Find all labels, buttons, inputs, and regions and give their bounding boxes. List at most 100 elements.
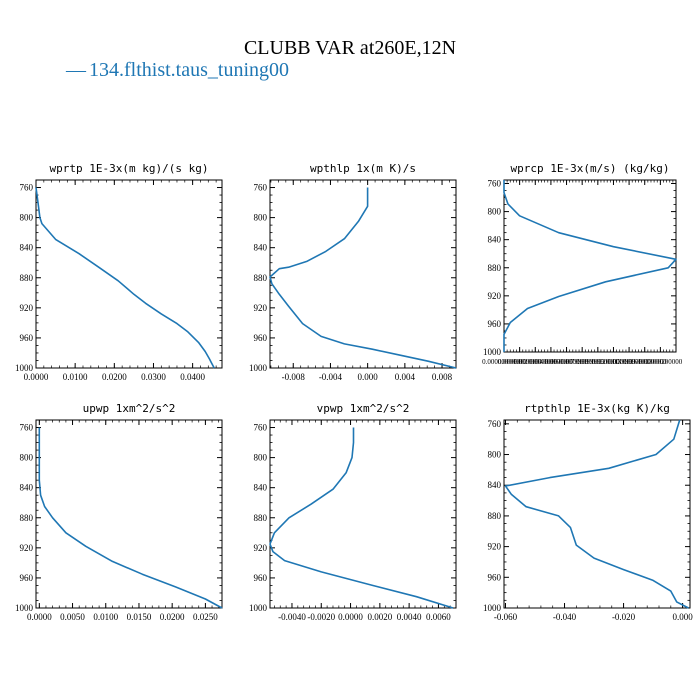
panel-title: wpthlp 1x(m K)/s (310, 162, 416, 175)
y-tick-label: 880 (488, 263, 502, 273)
y-tick-label: 840 (488, 480, 502, 490)
x-tick-label: 0.008 (432, 372, 453, 382)
panels: wprtp 1E-3x(m kg)/(s kg) 760 800 840 880 920 9… (15, 162, 693, 622)
y-tick-label: 840 (20, 483, 34, 493)
x-tick-label: 0.0000 (27, 612, 52, 622)
series-line (504, 419, 689, 609)
y-tick-label: 880 (254, 513, 268, 523)
plot-frame (35, 419, 223, 609)
panel-6: rtpthlp 1E-3x(kg K)/kg 760 800 840 880 920 960… (483, 402, 693, 622)
y-tick-label: 1000 (483, 603, 502, 613)
x-tick-label: 0.0250 (193, 612, 218, 622)
x-tick-label: -0.008 (282, 372, 306, 382)
x-tick-label: 0.00000099999 (560, 358, 604, 366)
x-tick-label: 0.00000000000 (482, 358, 526, 366)
x-tick-label: 0.000 (358, 372, 379, 382)
y-tick-label: 800 (20, 213, 34, 223)
x-tick-label: 0.0040 (397, 612, 422, 622)
panel-4: upwp 1xm^2/s^276080084088092096010000.00… (15, 402, 223, 622)
y-tick-label: 1000 (15, 363, 34, 373)
x-tick-label: 0.00000180000 (623, 358, 667, 366)
x-tick-label: 0.00000060000 (529, 358, 573, 366)
y-tick-label: 760 (254, 183, 268, 193)
x-tick-label: -0.0020 (307, 612, 335, 622)
y-tick-label: 920 (254, 543, 268, 553)
y-tick-label: 960 (254, 573, 268, 583)
y-tick-label: 1000 (249, 363, 268, 373)
x-tick-label: -0.0040 (278, 612, 306, 622)
y-tick-label: 1000 (249, 603, 268, 613)
y-tick-label: 760 (488, 179, 502, 189)
y-tick-label: 800 (488, 207, 502, 217)
panel-title: wprcp 1E-3x(m/s) (kg/kg) (511, 162, 670, 175)
x-tick-label: 0.0000 (338, 612, 363, 622)
y-tick-label: 920 (488, 291, 502, 301)
panel-5: vpwp 1xm^2/s^2 760 800 840 880 920 960 1000 -0.0… (249, 402, 457, 622)
x-tick-label: 0.0200 (102, 372, 127, 382)
x-tick-label: 0.0300 (141, 372, 166, 382)
y-tick-label: 760 (20, 423, 34, 433)
x-tick-label: 0.0100 (93, 612, 118, 622)
plot-frame (503, 179, 677, 353)
y-tick-label: 840 (254, 243, 268, 253)
series-line (503, 180, 677, 352)
x-tick-label: 0.0200 (160, 612, 185, 622)
x-tick-label: 0.00000079999 (545, 358, 589, 366)
x-tick-label: -0.060 (494, 612, 518, 622)
figure-title: CLUBB VAR at260E,12N (244, 37, 456, 59)
panel-title: vpwp 1xm^2/s^2 (317, 402, 410, 415)
x-tick-label: 0.0020 (367, 612, 392, 622)
x-tick-label: 0.0150 (127, 612, 152, 622)
y-tick-label: 1000 (15, 603, 34, 613)
panel-title: upwp 1xm^2/s^2 (83, 402, 176, 415)
y-tick-label: 920 (254, 303, 268, 313)
x-tick-label: 0.0050 (60, 612, 85, 622)
x-tick-label: -0.040 (553, 612, 577, 622)
y-tick-label: 960 (488, 319, 502, 329)
x-tick-label: -0.020 (612, 612, 636, 622)
y-tick-label: 840 (20, 243, 34, 253)
y-tick-label: 960 (20, 333, 34, 343)
panel-2: wpthlp 1x(m K)/s 760 800 840 880 920 960 1000 -0… (249, 162, 457, 382)
plot-frame (503, 419, 691, 609)
y-tick-label: 760 (488, 419, 502, 429)
x-tick-label: -0.004 (319, 372, 343, 382)
y-tick-label: 960 (20, 573, 34, 583)
y-tick-label: 880 (254, 273, 268, 283)
y-tick-label: 880 (20, 513, 34, 523)
y-tick-label: 920 (488, 542, 502, 552)
x-tick-label: 0.000 (672, 612, 693, 622)
x-tick-label: 0.00000200000 (638, 358, 682, 366)
y-tick-label: 840 (488, 235, 502, 245)
y-tick-label: 800 (20, 453, 34, 463)
y-tick-label: 920 (20, 303, 34, 313)
y-tick-label: 880 (488, 511, 502, 521)
x-tick-label: 0.00000020000 (498, 358, 542, 366)
y-tick-label: 800 (254, 453, 268, 463)
legend-label: 134.flthist.taus_tuning00 (89, 59, 289, 81)
plot-frame (35, 179, 223, 369)
panel-title: rtpthlp 1E-3x(kg K)/kg (524, 402, 670, 415)
x-tick-label: 0.00000040000 (513, 358, 557, 366)
panel-3: wprcp 1E-3x(m/s) (kg/kg) 760 800 840 880 920 9… (482, 162, 683, 366)
y-tick-label: 920 (20, 543, 34, 553)
series-line (269, 187, 457, 369)
plot-frame (269, 179, 457, 369)
series-line (35, 187, 215, 369)
x-tick-label: 0.00000139999 (592, 358, 636, 366)
y-tick-label: 880 (20, 273, 34, 283)
series-line (269, 427, 454, 609)
y-tick-label: 760 (254, 423, 268, 433)
x-tick-label: 0.0060 (426, 612, 451, 622)
x-tick-label: 0.00000120000 (576, 358, 620, 366)
y-tick-label: 800 (254, 213, 268, 223)
y-tick-label: 960 (254, 333, 268, 343)
y-tick-label: 960 (488, 572, 502, 582)
x-tick-label: 0.0100 (63, 372, 88, 382)
y-tick-label: 800 (488, 450, 502, 460)
plot-frame (269, 419, 457, 609)
panel-title: wprtp 1E-3x(m kg)/(s kg) (50, 162, 209, 175)
x-tick-label: 0.00000160000 (607, 358, 651, 366)
x-tick-label: 0.0000 (24, 372, 49, 382)
